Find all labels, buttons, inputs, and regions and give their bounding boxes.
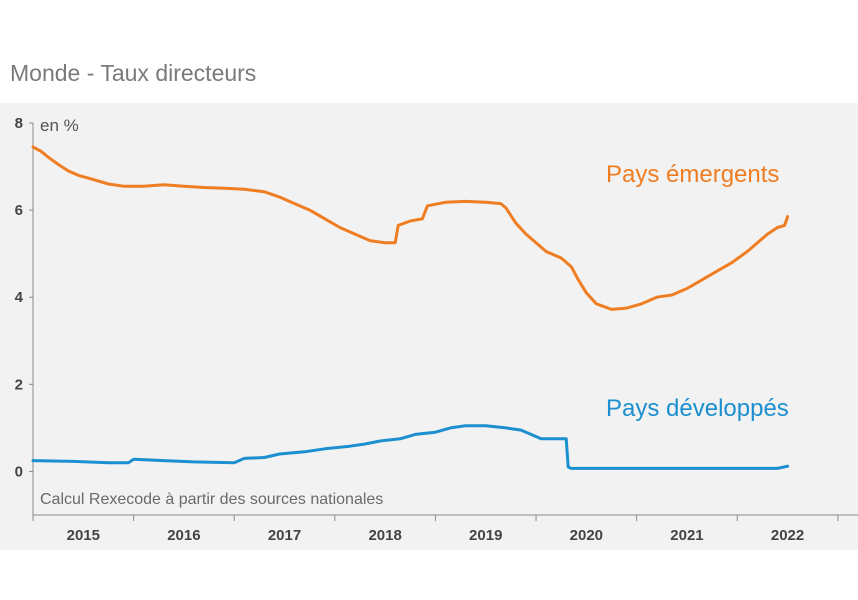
x-tick-label: 2015 [67,527,100,544]
source-note: Calcul Rexecode à partir des sources nat… [40,491,383,508]
series-line-pays-emergents [31,145,790,311]
axes: 0 2 4 6 8 2015 2016 2017 2018 2019 2020 2021 2022 [15,115,858,544]
x-tick-label: 2019 [469,527,502,544]
x-tick-label: 2022 [771,527,804,544]
x-tick-label: 2016 [167,527,200,544]
y-tick-label: 0 [15,463,23,480]
x-tick-label: 2020 [570,527,603,544]
series-layer [31,145,790,470]
y-tick-label: 4 [15,289,24,306]
x-tick-label: 2021 [670,527,703,544]
x-tick-label: 2017 [268,527,301,544]
unit-label: en % [40,116,79,135]
y-tick-label: 2 [15,376,23,393]
x-tick-label: 2018 [368,527,401,544]
y-tick-label: 8 [15,115,23,132]
plot-background [0,103,858,550]
series-label-pays-emergents: Pays émergents [606,161,779,188]
chart-title: Monde - Taux directeurs [10,60,257,86]
y-tick-label: 6 [15,202,23,219]
series-line-pays-developpes [31,424,790,470]
series-label-pays-developpes: Pays développés [606,395,789,422]
